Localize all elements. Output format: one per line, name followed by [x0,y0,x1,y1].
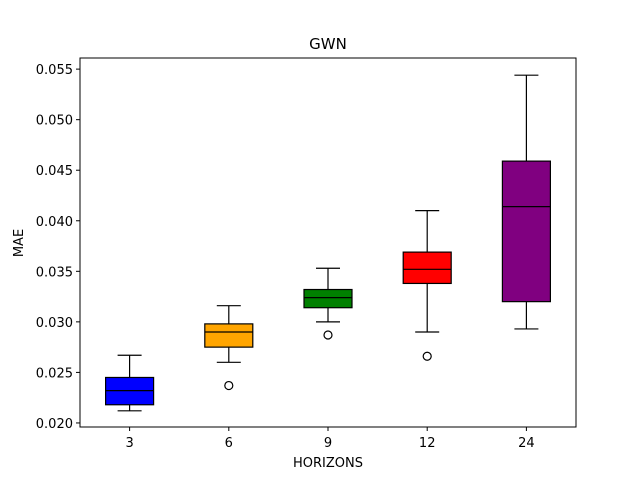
x-tick-label: 9 [324,436,332,451]
y-tick-label: 0.040 [36,215,73,230]
box-9 [303,288,353,309]
box-12 [402,251,452,285]
y-tick-label: 0.020 [36,417,73,432]
x-tick-label: 3 [125,436,133,451]
y-tick-label: 0.055 [36,63,73,78]
box-plots [104,74,551,412]
outlier-point [224,380,234,391]
y-tick-label: 0.035 [36,265,73,280]
y-tick-label: 0.045 [36,164,73,179]
chart-title: GWN [309,35,347,53]
y-tick-label: 0.025 [36,366,73,381]
y-tick-label: 0.030 [36,316,73,331]
box-6 [204,323,254,348]
x-axis-label: HORIZONS [293,456,363,471]
y-axis-label: MAE [12,229,27,257]
x-tick-label: 24 [518,436,535,451]
x-axis: 3 6 9 12 24 [125,427,535,451]
outlier-point [323,330,333,340]
box-24 [501,160,551,303]
y-axis: 0.020 0.025 0.030 0.035 0.040 0.045 0.050 0.055 [36,63,80,432]
x-tick-label: 12 [419,436,436,451]
plot-frame [79,57,577,428]
x-tick-label: 6 [225,436,233,451]
y-tick-label: 0.050 [36,114,73,129]
outlier-point [422,351,432,361]
plot-area [80,58,576,427]
